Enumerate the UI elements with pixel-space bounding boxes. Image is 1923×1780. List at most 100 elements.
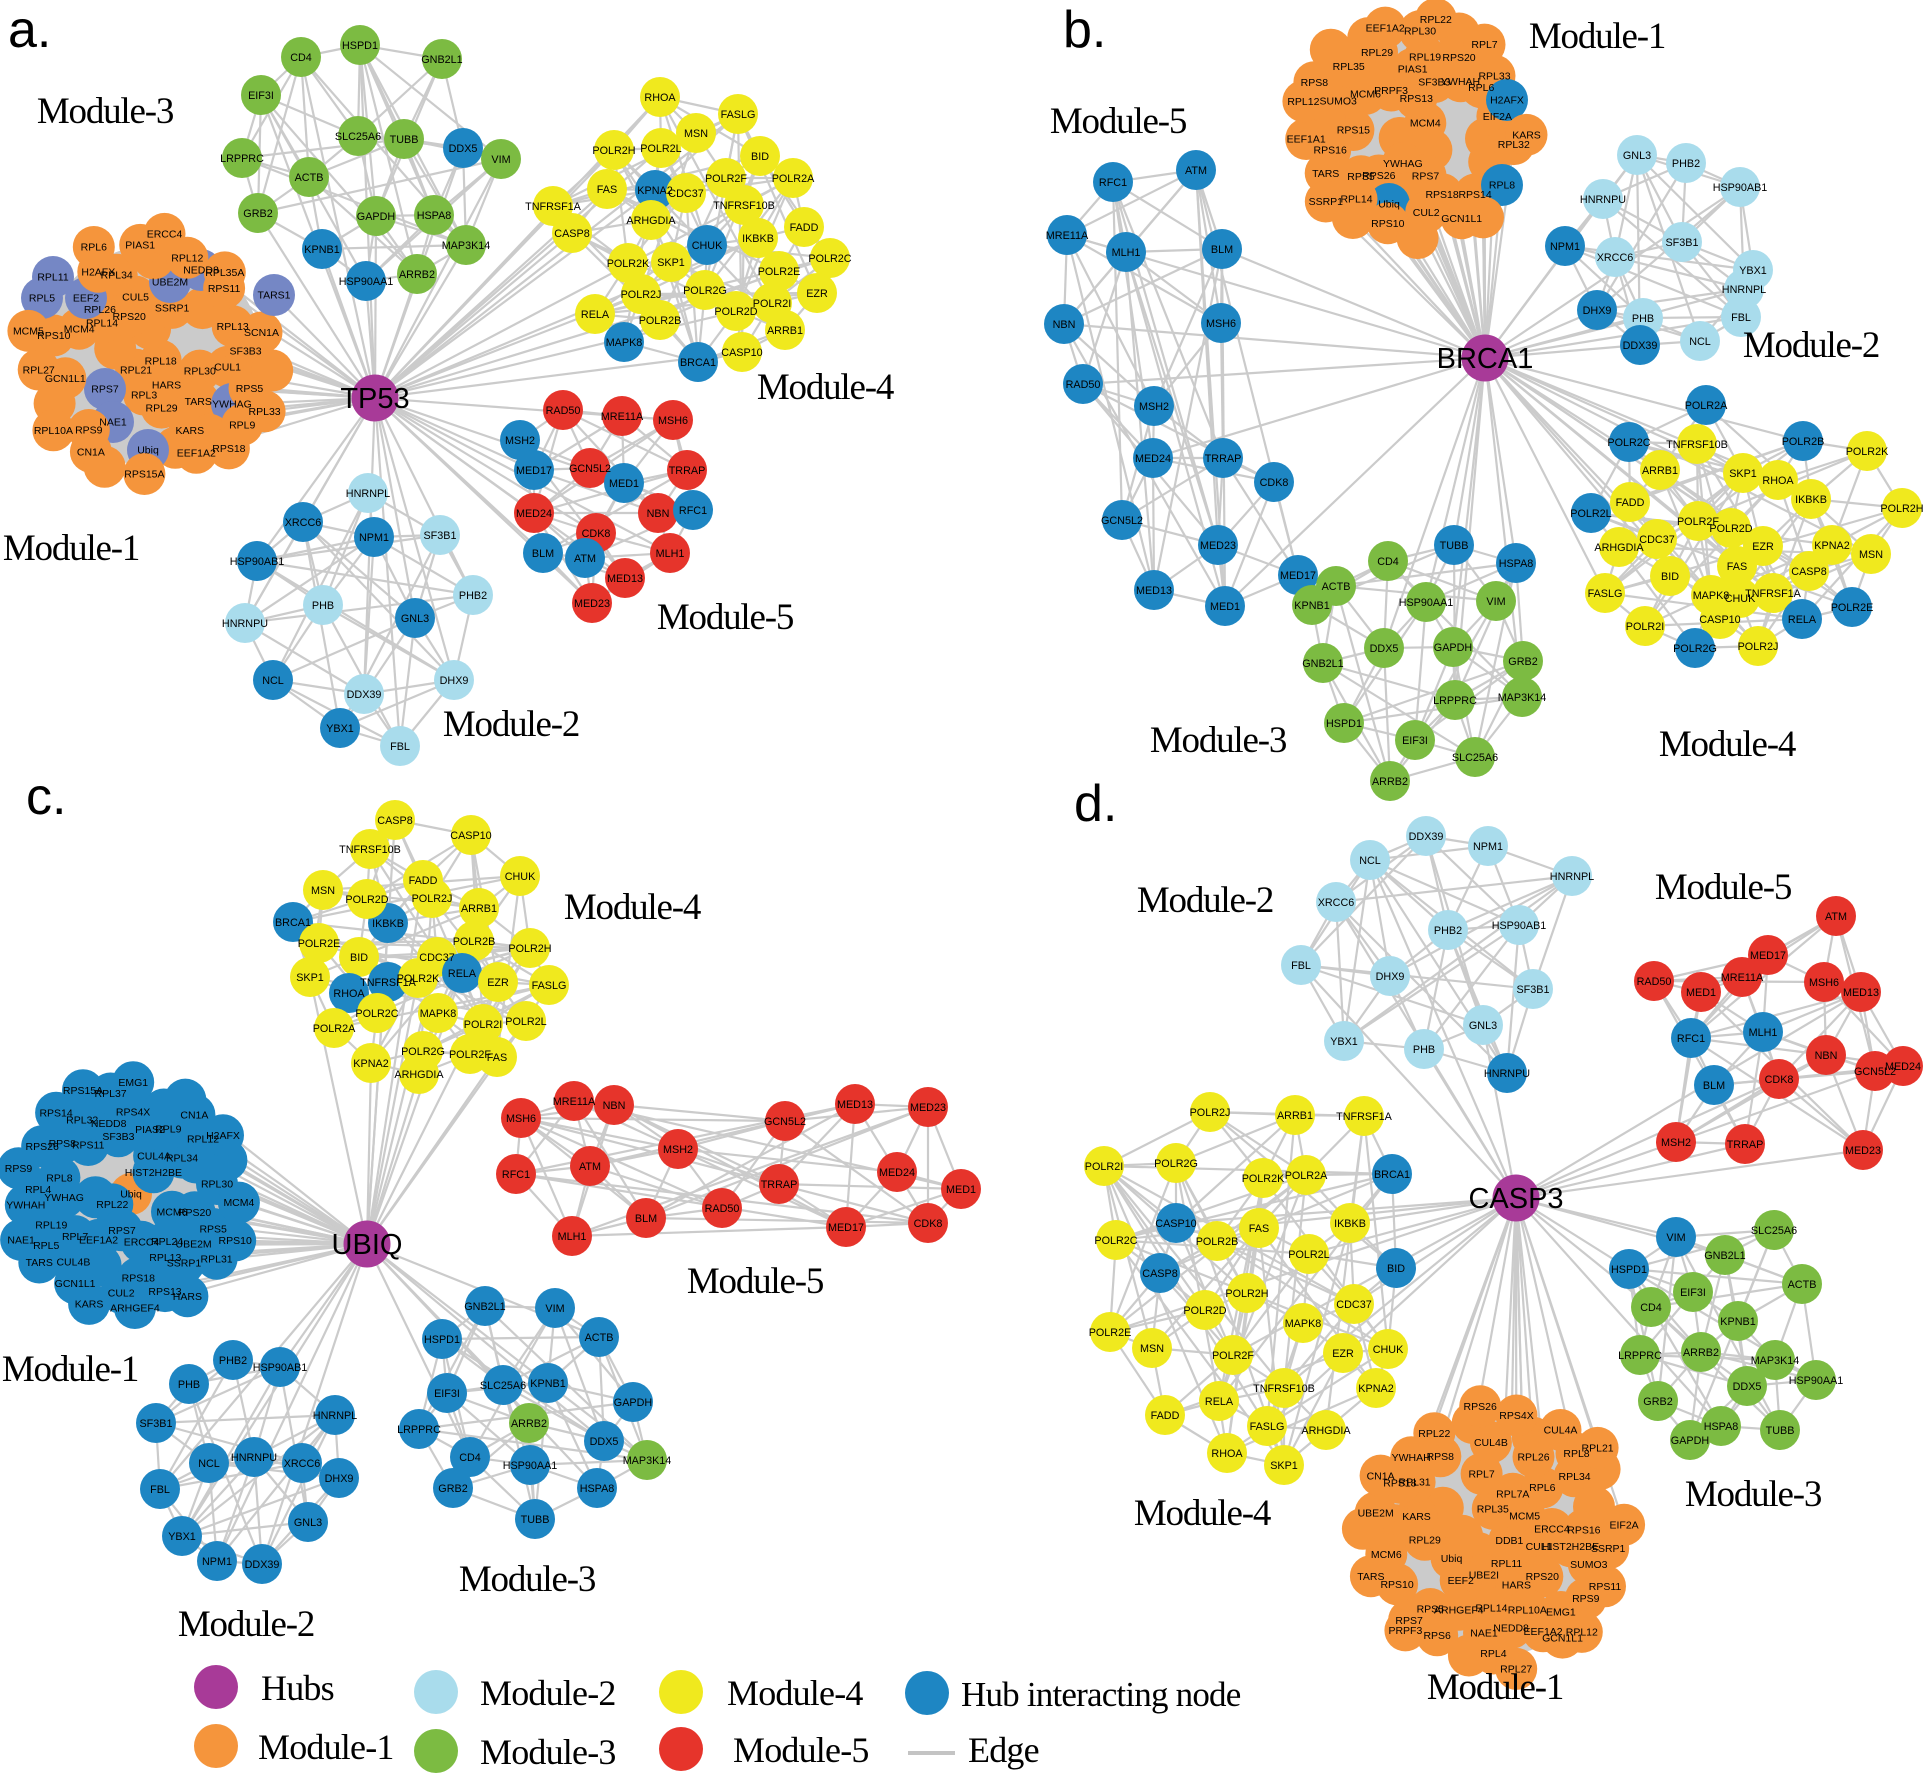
svg-text:RPS11: RPS11 [72,1140,105,1152]
svg-text:ARHGDIA: ARHGDIA [1301,1425,1351,1437]
svg-text:SF3B1: SF3B1 [139,1418,172,1430]
svg-text:RPS20: RPS20 [1442,52,1475,64]
svg-text:HSPA8: HSPA8 [580,1483,615,1495]
svg-text:YWHAH: YWHAH [6,1200,45,1212]
svg-text:RPL27: RPL27 [23,364,55,376]
svg-text:MED1: MED1 [1686,987,1716,999]
svg-text:YBX1: YBX1 [1739,265,1767,277]
svg-text:LRPPRC: LRPPRC [1618,1350,1662,1362]
svg-text:HNRNPL: HNRNPL [313,1410,357,1422]
svg-text:BLM: BLM [532,548,554,560]
svg-text:CASP10: CASP10 [721,347,762,359]
svg-text:POLR2B: POLR2B [453,936,496,948]
svg-text:POLR2E: POLR2E [1831,602,1874,614]
svg-text:KARS: KARS [176,425,205,437]
svg-text:MSH2: MSH2 [1139,401,1169,413]
svg-text:TNFRSF10B: TNFRSF10B [1666,439,1728,451]
svg-text:POLR2H: POLR2H [1880,503,1923,515]
svg-text:RPL12: RPL12 [1566,1627,1598,1639]
svg-text:ARHGEF4: ARHGEF4 [110,1303,160,1315]
svg-text:CDK8: CDK8 [914,1218,943,1230]
svg-text:MAPK8: MAPK8 [1285,1318,1322,1330]
svg-text:GCN5L2: GCN5L2 [569,463,611,475]
svg-text:RPL21: RPL21 [1582,1443,1614,1455]
svg-text:KPNB1: KPNB1 [304,244,339,256]
svg-text:FADD: FADD [409,875,438,887]
svg-text:MCM4: MCM4 [1410,118,1441,130]
svg-text:MSH2: MSH2 [663,1144,693,1156]
svg-text:POLR2F: POLR2F [705,173,747,185]
svg-text:TNFRSF10B: TNFRSF10B [713,200,775,212]
svg-text:EEF2: EEF2 [73,293,99,305]
svg-text:RPL12: RPL12 [171,253,203,265]
svg-text:SCN1A: SCN1A [244,327,279,339]
svg-text:RPS15: RPS15 [1337,125,1370,137]
svg-text:IKBKB: IKBKB [1795,494,1827,506]
svg-text:GCN5L2: GCN5L2 [1101,515,1143,527]
svg-text:HSPD1: HSPD1 [424,1334,460,1346]
svg-text:HNRNPL: HNRNPL [1550,871,1594,883]
svg-text:HSP90AA1: HSP90AA1 [339,276,394,288]
svg-text:EIF3I: EIF3I [434,1388,460,1400]
svg-text:TUBB: TUBB [390,134,419,146]
svg-text:ARRB2: ARRB2 [511,1418,547,1430]
svg-text:POLR2J: POLR2J [412,893,453,905]
svg-text:TRRAP: TRRAP [761,1179,798,1191]
svg-text:NPM1: NPM1 [1550,241,1580,253]
svg-text:LRPPRC: LRPPRC [220,153,264,165]
svg-text:Module-2: Module-2 [178,1604,314,1645]
svg-text:Module-2: Module-2 [1137,880,1273,921]
svg-text:RPS16: RPS16 [1314,145,1347,157]
svg-text:DDX5: DDX5 [1733,1381,1762,1393]
svg-text:Module-2: Module-2 [1743,325,1879,366]
svg-text:POLR2G: POLR2G [1154,1158,1198,1170]
svg-text:RPS5: RPS5 [1347,171,1375,183]
svg-text:BRCA1: BRCA1 [680,357,716,369]
svg-text:POLR2F: POLR2F [1212,1350,1254,1362]
svg-text:CDK8: CDK8 [1765,1074,1794,1086]
svg-text:EIF2A: EIF2A [1483,111,1512,123]
svg-text:HSP90AB1: HSP90AB1 [1713,182,1768,194]
svg-text:RPS11: RPS11 [208,283,241,295]
svg-text:POLR2E: POLR2E [1089,1327,1132,1339]
svg-text:MED17: MED17 [1750,950,1786,962]
svg-text:MSH2: MSH2 [505,435,535,447]
svg-text:RPL7A: RPL7A [1496,1489,1529,1501]
svg-text:CASP8: CASP8 [1791,566,1826,578]
svg-text:GCN5L2: GCN5L2 [764,1116,806,1128]
svg-text:RPL9: RPL9 [229,419,255,431]
svg-text:CD4: CD4 [459,1452,481,1464]
svg-text:HNRNPU: HNRNPU [231,1452,277,1464]
svg-text:KPNA2: KPNA2 [1814,540,1849,552]
svg-text:FAS: FAS [1727,561,1747,573]
svg-text:Module-4: Module-4 [1659,724,1796,765]
svg-text:RPS9: RPS9 [75,425,103,437]
svg-text:GCN1L1: GCN1L1 [1441,213,1482,225]
svg-text:TNFRSF1A: TNFRSF1A [1336,1111,1393,1123]
svg-text:POLR2A: POLR2A [1685,400,1728,412]
svg-text:POLR2H: POLR2H [1225,1288,1268,1300]
svg-text:MAP3K14: MAP3K14 [1751,1355,1800,1367]
svg-text:SSRP1: SSRP1 [1309,196,1344,208]
svg-text:RAD50: RAD50 [705,1203,740,1215]
svg-text:Ubiq: Ubiq [1378,199,1400,211]
svg-text:CUL1: CUL1 [214,362,241,374]
svg-text:RPL30: RPL30 [184,365,216,377]
svg-text:VIM: VIM [1486,596,1505,608]
svg-text:MSH6: MSH6 [658,415,688,427]
svg-text:HSP90AB1: HSP90AB1 [253,1362,308,1374]
svg-text:GNL3: GNL3 [401,613,429,625]
svg-text:GCN1L1: GCN1L1 [55,1278,96,1290]
svg-text:DDX39: DDX39 [347,689,382,701]
svg-text:MED13: MED13 [1843,987,1879,999]
svg-text:GAPDH: GAPDH [1671,1435,1709,1447]
svg-text:POLR2A: POLR2A [313,1023,356,1035]
svg-text:Module-3: Module-3 [1150,720,1287,761]
svg-text:RPL10A: RPL10A [34,425,73,437]
svg-text:RPL5: RPL5 [33,1240,59,1252]
svg-text:b.: b. [1063,1,1106,59]
svg-text:MED24: MED24 [1885,1061,1921,1073]
svg-text:CASP10: CASP10 [1155,1218,1196,1230]
svg-text:RPS7: RPS7 [91,384,119,396]
svg-text:TARS: TARS [1312,168,1339,180]
